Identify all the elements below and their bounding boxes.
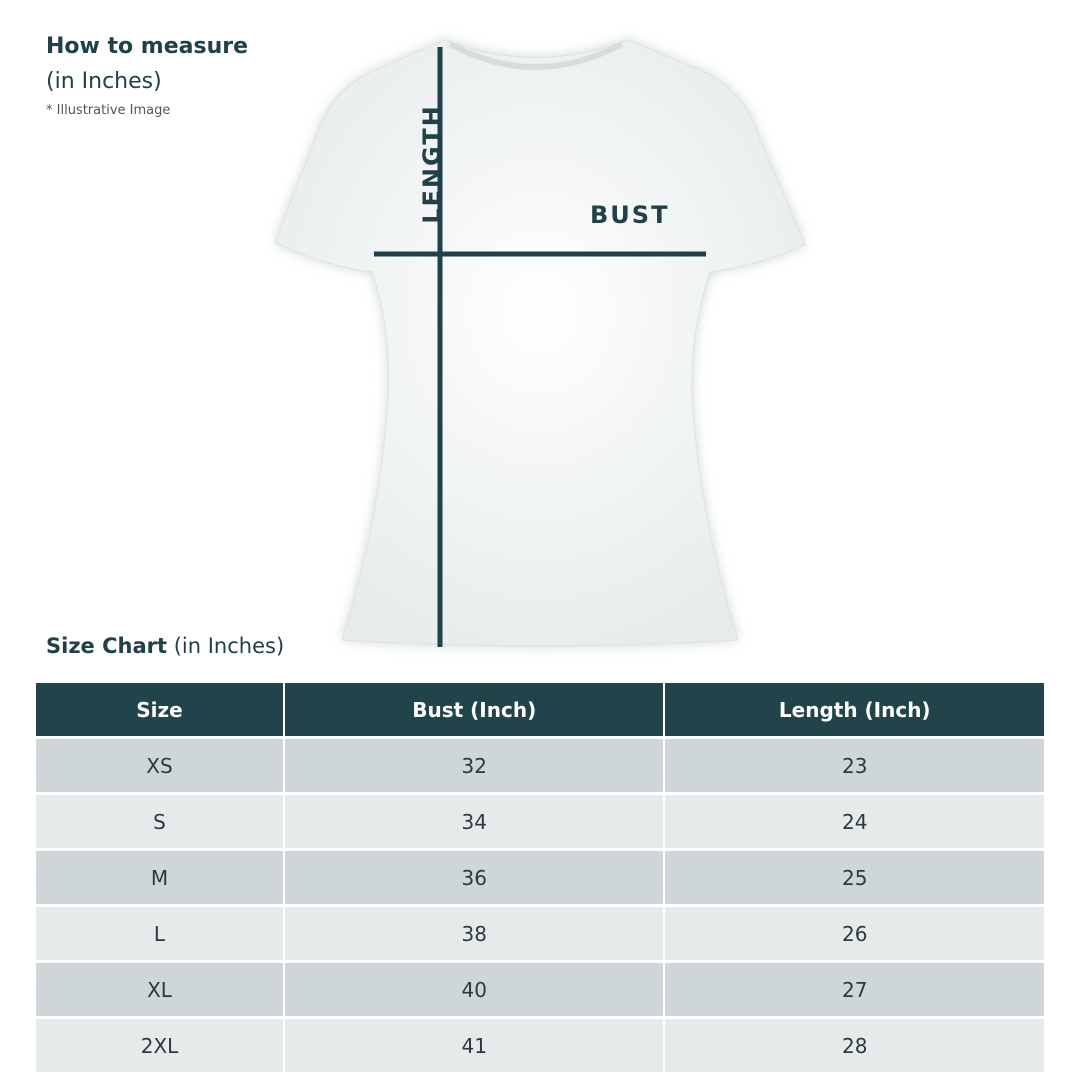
cell-bust: 36 [285,851,664,904]
table-row: 2XL 41 28 [36,1019,1044,1072]
table-row: S 34 24 [36,795,1044,848]
table-row: XS 32 23 [36,739,1044,792]
header-length: Length (Inch) [665,683,1044,736]
table-row: M 36 25 [36,851,1044,904]
cell-size: XS [36,739,284,792]
cell-length: 24 [665,795,1044,848]
table-row: XL 40 27 [36,963,1044,1016]
cell-length: 26 [665,907,1044,960]
cell-bust: 32 [285,739,664,792]
cell-size: M [36,851,284,904]
cell-size: 2XL [36,1019,284,1072]
measure-unit: (in Inches) [46,69,162,94]
size-chart-title: Size Chart (in Inches) [46,634,284,658]
size-chart-heading: Size Chart [46,634,168,658]
cell-size: L [36,907,284,960]
cell-length: 25 [665,851,1044,904]
header-bust: Bust (Inch) [285,683,664,736]
size-chart-unit: (in Inches) [173,634,285,658]
cell-size: S [36,795,284,848]
table-header-row: Size Bust (Inch) Length (Inch) [36,683,1044,736]
cell-bust: 40 [285,963,664,1016]
neckline [448,41,624,70]
illustrative-note: * Illustrative Image [46,103,171,118]
cell-bust: 41 [285,1019,664,1072]
cell-size: XL [36,963,284,1016]
length-label: LENGTH [418,104,446,224]
how-to-measure-title: How to measure [46,34,249,59]
cell-length: 27 [665,963,1044,1016]
cell-bust: 38 [285,907,664,960]
size-chart-table: Size Bust (Inch) Length (Inch) XS 32 23 S 34… [34,680,1046,1075]
table-row: L 38 26 [36,907,1044,960]
header-size: Size [36,683,284,736]
tshirt-illustration [274,39,806,647]
cell-bust: 34 [285,795,664,848]
table-body: XS 32 23 S 34 24 M 36 25 L 38 26 XL 40 27 2XL 41 28 [36,739,1044,1072]
cell-length: 28 [665,1019,1044,1072]
bust-label: BUST [590,201,670,229]
cell-length: 23 [665,739,1044,792]
tshirt-body [274,39,806,647]
